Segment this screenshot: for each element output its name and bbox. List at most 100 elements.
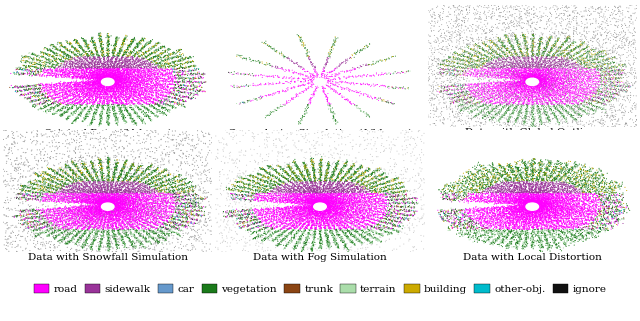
Point	[63, 201, 74, 206]
Point	[562, 213, 572, 218]
Point	[507, 229, 517, 234]
Point	[306, 195, 316, 200]
Point	[562, 198, 572, 204]
Point	[67, 209, 77, 214]
Point	[296, 176, 307, 181]
Point	[525, 95, 535, 100]
Point	[353, 180, 363, 185]
Point	[288, 196, 298, 202]
Point	[499, 75, 509, 81]
Point	[36, 188, 46, 193]
Point	[275, 197, 285, 202]
Point	[37, 82, 47, 87]
Point	[327, 201, 337, 206]
Point	[582, 67, 592, 73]
Point	[70, 221, 81, 226]
Point	[506, 97, 516, 102]
Point	[565, 56, 575, 61]
Point	[605, 202, 616, 207]
Point	[614, 72, 624, 77]
Point	[124, 57, 134, 63]
Point	[88, 70, 98, 75]
Point	[605, 191, 615, 196]
Point	[100, 87, 110, 92]
Point	[546, 74, 556, 80]
Point	[108, 99, 118, 104]
Point	[502, 214, 512, 219]
Point	[504, 101, 515, 106]
Point	[577, 236, 587, 241]
Point	[524, 54, 534, 59]
Point	[323, 51, 333, 56]
Point	[610, 186, 620, 191]
Point	[142, 97, 152, 102]
Point	[70, 219, 81, 224]
Point	[282, 219, 292, 224]
Point	[535, 72, 545, 77]
Point	[307, 246, 317, 251]
Point	[312, 221, 323, 226]
Point	[138, 176, 148, 181]
Point	[581, 196, 591, 201]
Point	[360, 215, 371, 221]
Point	[78, 204, 88, 209]
Point	[580, 180, 590, 186]
Point	[467, 235, 477, 240]
Point	[321, 202, 331, 207]
Point	[291, 217, 301, 222]
Point	[395, 191, 405, 196]
Point	[460, 196, 470, 201]
Point	[29, 206, 39, 212]
Point	[491, 197, 501, 203]
Point	[253, 229, 264, 234]
Point	[548, 183, 558, 188]
Point	[479, 163, 489, 168]
Point	[315, 198, 325, 203]
Point	[559, 181, 569, 187]
Point	[509, 184, 520, 189]
Point	[93, 209, 103, 214]
Point	[328, 208, 339, 213]
Point	[292, 204, 303, 209]
Point	[341, 247, 351, 253]
Point	[305, 196, 315, 202]
Point	[520, 73, 530, 78]
Point	[59, 235, 69, 240]
Point	[179, 136, 189, 141]
Point	[51, 223, 61, 228]
Point	[102, 87, 113, 92]
Point	[318, 195, 328, 200]
Point	[313, 210, 323, 215]
Point	[467, 218, 477, 223]
Point	[515, 108, 525, 113]
Point	[344, 89, 355, 94]
Point	[500, 169, 510, 175]
Point	[584, 48, 594, 54]
Point	[483, 176, 493, 181]
Point	[44, 217, 54, 222]
Point	[527, 33, 538, 38]
Point	[492, 51, 502, 56]
Point	[530, 157, 540, 162]
Point	[522, 201, 532, 206]
Point	[125, 209, 135, 214]
Point	[119, 179, 129, 185]
Point	[48, 44, 58, 49]
Point	[309, 195, 319, 200]
Point	[84, 171, 95, 176]
Point	[563, 35, 573, 40]
Point	[151, 67, 161, 73]
Point	[590, 34, 600, 39]
Point	[528, 43, 538, 48]
Point	[312, 190, 322, 195]
Point	[72, 222, 83, 227]
Point	[575, 80, 585, 85]
Point	[166, 86, 176, 91]
Point	[486, 224, 497, 229]
Point	[476, 180, 486, 186]
Point	[500, 89, 511, 94]
Point	[572, 204, 582, 209]
Point	[133, 58, 143, 64]
Point	[120, 203, 131, 208]
Point	[90, 198, 100, 203]
